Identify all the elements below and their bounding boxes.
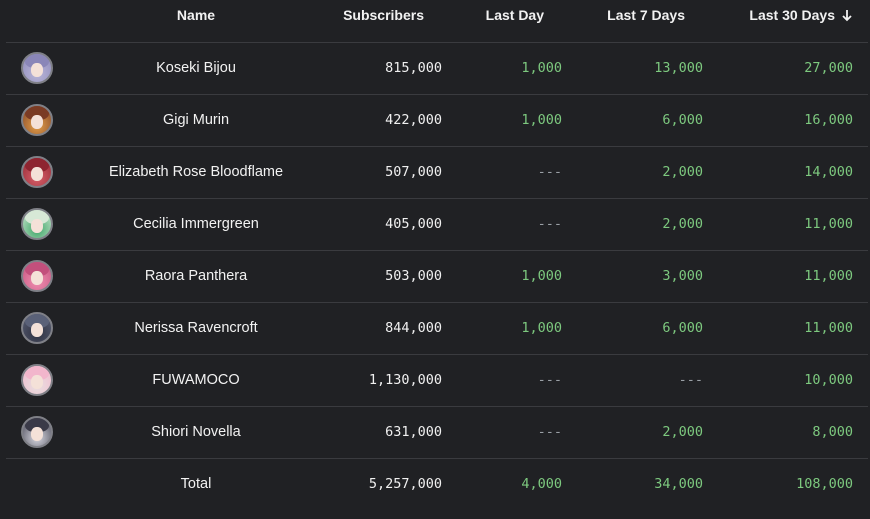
row-divider bbox=[6, 146, 868, 147]
table-row[interactable]: Elizabeth Rose Bloodflame 507,000 --- 2,000… bbox=[0, 146, 870, 198]
row-divider bbox=[6, 198, 868, 199]
row-last-7-days: 6,000 bbox=[662, 320, 703, 336]
total-row: Total 5,257,000 4,000 34,000 108,000 bbox=[0, 458, 870, 510]
row-last-7-days: 13,000 bbox=[654, 60, 703, 76]
total-last-day: 4,000 bbox=[521, 476, 562, 492]
row-name: Nerissa Ravencroft bbox=[134, 320, 258, 336]
row-subscribers: 422,000 bbox=[385, 112, 442, 128]
row-subscribers: 503,000 bbox=[385, 268, 442, 284]
row-last-30-days: 8,000 bbox=[812, 424, 853, 440]
row-name: Cecilia Immergreen bbox=[133, 216, 259, 232]
row-name: Koseki Bijou bbox=[156, 60, 236, 76]
table-row[interactable]: Koseki Bijou 815,000 1,000 13,000 27,000 bbox=[0, 42, 870, 94]
row-last-day: 1,000 bbox=[521, 268, 562, 284]
row-divider bbox=[6, 354, 868, 355]
row-last-day: --- bbox=[537, 372, 562, 388]
row-last-30-days: 11,000 bbox=[804, 268, 853, 284]
row-divider bbox=[6, 458, 868, 459]
row-name: Elizabeth Rose Bloodflame bbox=[108, 164, 284, 180]
row-last-day: --- bbox=[537, 216, 562, 232]
column-header-name[interactable]: Name bbox=[176, 7, 216, 23]
row-last-7-days: 2,000 bbox=[662, 164, 703, 180]
row-name: Shiori Novella bbox=[151, 424, 241, 440]
row-last-30-days: 14,000 bbox=[804, 164, 853, 180]
table-row[interactable]: Nerissa Ravencroft 844,000 1,000 6,000 11,00… bbox=[0, 302, 870, 354]
row-last-day: 1,000 bbox=[521, 320, 562, 336]
column-header-last-7-days[interactable]: Last 7 Days bbox=[607, 7, 685, 23]
row-subscribers: 815,000 bbox=[385, 60, 442, 76]
arrow-down-icon bbox=[842, 10, 852, 22]
row-last-7-days: 2,000 bbox=[662, 424, 703, 440]
row-divider bbox=[6, 406, 868, 407]
total-last-30-days: 108,000 bbox=[796, 476, 853, 492]
row-subscribers: 405,000 bbox=[385, 216, 442, 232]
table-row[interactable]: FUWAMOCO 1,130,000 --- --- 10,000 bbox=[0, 354, 870, 406]
row-divider bbox=[6, 250, 868, 251]
avatar bbox=[21, 208, 53, 240]
avatar bbox=[21, 260, 53, 292]
row-last-day: --- bbox=[537, 424, 562, 440]
row-last-7-days: 6,000 bbox=[662, 112, 703, 128]
row-subscribers: 507,000 bbox=[385, 164, 442, 180]
row-subscribers: 844,000 bbox=[385, 320, 442, 336]
row-last-day: 1,000 bbox=[521, 112, 562, 128]
avatar bbox=[21, 156, 53, 188]
avatar bbox=[21, 312, 53, 344]
avatar bbox=[21, 104, 53, 136]
total-last-7-days: 34,000 bbox=[654, 476, 703, 492]
table-header-row: Name Subscribers Last Day Last 7 Days La… bbox=[0, 0, 870, 42]
row-divider bbox=[6, 302, 868, 303]
row-last-30-days: 11,000 bbox=[804, 216, 853, 232]
row-last-30-days: 27,000 bbox=[804, 60, 853, 76]
row-divider bbox=[6, 42, 868, 43]
row-last-7-days: 3,000 bbox=[662, 268, 703, 284]
row-name: Raora Panthera bbox=[144, 268, 248, 284]
row-last-30-days: 11,000 bbox=[804, 320, 853, 336]
column-header-last-30-days-label: Last 30 Days bbox=[749, 7, 835, 23]
row-subscribers: 1,130,000 bbox=[368, 372, 442, 388]
table-row[interactable]: Gigi Murin 422,000 1,000 6,000 16,000 bbox=[0, 94, 870, 146]
row-last-7-days: --- bbox=[678, 372, 703, 388]
row-name: Gigi Murin bbox=[162, 112, 230, 128]
table-row[interactable]: Cecilia Immergreen 405,000 --- 2,000 11,000 bbox=[0, 198, 870, 250]
avatar bbox=[21, 52, 53, 84]
row-name: FUWAMOCO bbox=[152, 372, 240, 388]
row-last-day: 1,000 bbox=[521, 60, 562, 76]
row-last-7-days: 2,000 bbox=[662, 216, 703, 232]
column-header-subscribers[interactable]: Subscribers bbox=[343, 7, 424, 23]
row-last-30-days: 10,000 bbox=[804, 372, 853, 388]
row-divider bbox=[6, 94, 868, 95]
total-subscribers: 5,257,000 bbox=[368, 476, 442, 492]
table-row[interactable]: Raora Panthera 503,000 1,000 3,000 11,000 bbox=[0, 250, 870, 302]
row-subscribers: 631,000 bbox=[385, 424, 442, 440]
avatar bbox=[21, 416, 53, 448]
column-header-last-day[interactable]: Last Day bbox=[485, 7, 544, 23]
avatar bbox=[21, 364, 53, 396]
row-last-day: --- bbox=[537, 164, 562, 180]
table-row[interactable]: Shiori Novella 631,000 --- 2,000 8,000 bbox=[0, 406, 870, 458]
column-header-last-30-days[interactable]: Last 30 Days bbox=[749, 7, 853, 23]
row-last-30-days: 16,000 bbox=[804, 112, 853, 128]
total-label: Total bbox=[180, 476, 212, 492]
